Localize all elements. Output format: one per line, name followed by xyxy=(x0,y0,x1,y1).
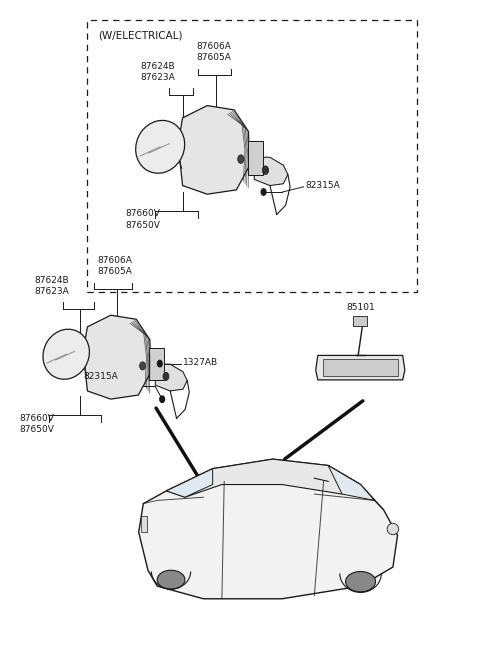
Polygon shape xyxy=(139,459,397,599)
Circle shape xyxy=(263,166,269,174)
Polygon shape xyxy=(149,348,164,380)
Ellipse shape xyxy=(387,523,399,535)
Circle shape xyxy=(261,189,266,195)
Polygon shape xyxy=(323,359,397,377)
Ellipse shape xyxy=(346,571,375,592)
Circle shape xyxy=(238,155,244,163)
Polygon shape xyxy=(254,157,288,186)
Bar xyxy=(353,316,367,326)
Polygon shape xyxy=(316,356,405,380)
Ellipse shape xyxy=(136,121,185,173)
Text: 87606A
87605A: 87606A 87605A xyxy=(97,256,132,276)
Text: 82315A: 82315A xyxy=(305,181,340,190)
Text: 87624B
87623A: 87624B 87623A xyxy=(34,276,69,296)
Ellipse shape xyxy=(157,570,185,589)
Text: 87660V
87650V: 87660V 87650V xyxy=(20,414,55,434)
Circle shape xyxy=(163,373,169,380)
Polygon shape xyxy=(328,466,374,501)
Text: 82315A: 82315A xyxy=(84,372,118,381)
Bar xyxy=(141,516,146,532)
Circle shape xyxy=(157,360,162,367)
Polygon shape xyxy=(178,106,250,194)
Circle shape xyxy=(140,362,145,370)
Polygon shape xyxy=(167,468,213,497)
Text: 87660V
87650V: 87660V 87650V xyxy=(126,209,161,230)
Bar xyxy=(87,20,417,293)
Ellipse shape xyxy=(43,329,89,379)
Text: (W/ELECTRICAL): (W/ELECTRICAL) xyxy=(98,30,183,40)
Polygon shape xyxy=(156,364,187,391)
Text: 87606A
87605A: 87606A 87605A xyxy=(197,43,231,62)
Circle shape xyxy=(160,396,165,403)
Polygon shape xyxy=(83,315,151,399)
Text: 1327AB: 1327AB xyxy=(183,358,218,367)
Polygon shape xyxy=(248,140,263,174)
Text: 85101: 85101 xyxy=(346,303,375,312)
Polygon shape xyxy=(167,459,360,497)
Text: 87624B
87623A: 87624B 87623A xyxy=(140,62,175,82)
